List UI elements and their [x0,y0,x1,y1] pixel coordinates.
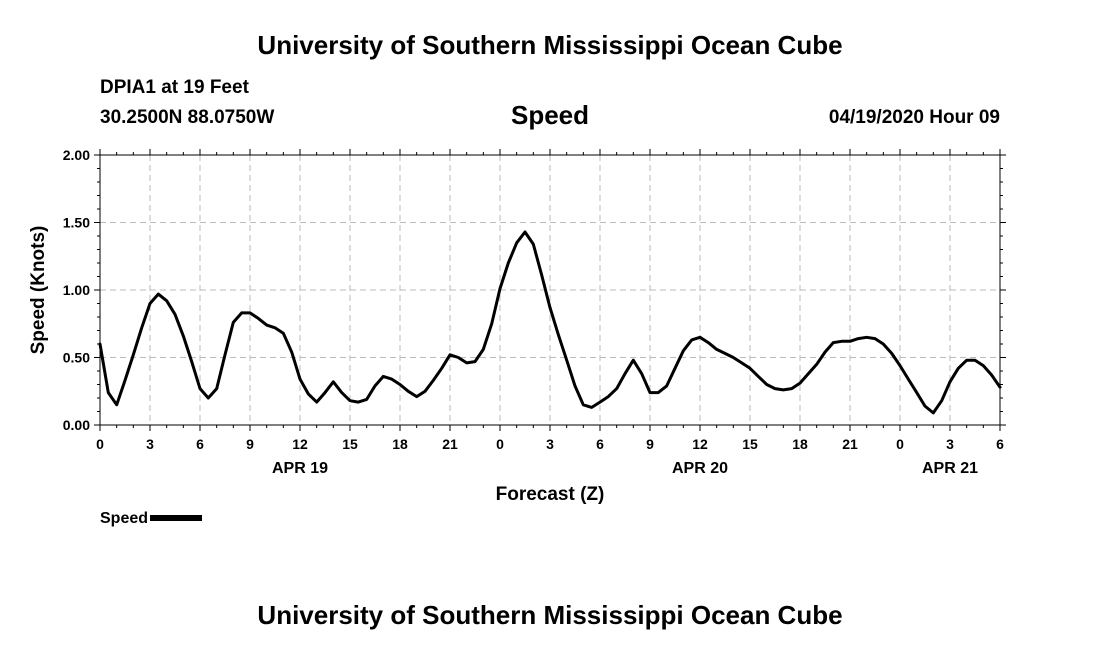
x-tick-label: 15 [742,436,758,452]
x-tick-label: 6 [596,436,604,452]
y-tick-label: 0.00 [63,417,90,433]
x-tick-label: 15 [342,436,358,452]
y-tick-label: 1.00 [63,282,90,298]
x-tick-label: 3 [146,436,154,452]
forecast-datetime: 04/19/2020 Hour 09 [828,107,1000,128]
x-tick-label: 0 [896,436,904,452]
station-coordinates: 30.2500N 88.0750W [100,107,275,128]
date-labels: APR 19 APR 20 APR 21 [272,460,978,477]
y-tick-labels: 0.00 0.50 1.00 1.50 2.00 [63,147,90,433]
y-tick-label: 1.50 [63,215,90,231]
plot-title: Speed [510,100,590,130]
legend-line-swatch [150,514,203,521]
x-tick-label: 6 [996,436,1004,452]
y-tick-label: 2.00 [63,147,90,163]
date-label: APR 20 [672,460,728,477]
x-tick-label: 3 [546,436,554,452]
x-tick-label: 9 [646,436,654,452]
x-tick-label: 12 [292,436,308,452]
axis-ticks [94,149,1006,431]
x-tick-label: 0 [96,436,104,452]
x-tick-label: 21 [442,436,458,452]
date-label: APR 21 [922,460,978,477]
x-tick-label: 0 [496,436,504,452]
x-axis-title: Forecast (Z) [496,484,605,505]
legend-label: Speed [100,510,149,527]
bottom-title: University of Southern Mississippi Ocean… [257,600,843,630]
x-tick-label: 6 [196,436,204,452]
x-tick-labels: 0 3 6 9 12 15 18 21 0 3 6 9 12 15 18 21 0 3 6 [96,436,1004,452]
x-tick-label: 18 [392,436,408,452]
x-tick-label: 12 [692,436,708,452]
date-label: APR 19 [272,460,328,477]
x-tick-label: 9 [246,436,254,452]
legend: Speed [100,510,203,528]
x-tick-label: 21 [842,436,858,452]
station-name: DPIA1 at 19 Feet [100,77,249,98]
grid [100,155,1000,425]
x-tick-label: 3 [946,436,954,452]
x-tick-label: 18 [792,436,808,452]
speed-series-line [98,230,1002,415]
y-axis-title: Speed (Knots) [28,226,49,355]
y-tick-label: 0.50 [63,350,90,366]
top-title: University of Southern Mississippi Ocean… [257,30,843,60]
